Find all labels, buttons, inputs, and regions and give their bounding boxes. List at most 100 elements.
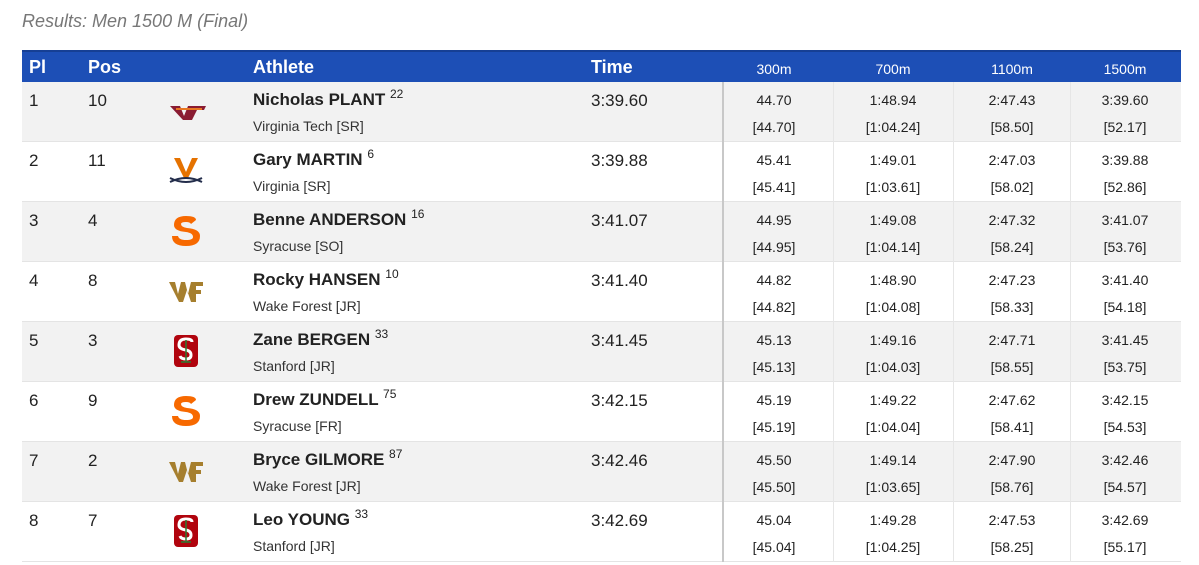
divider — [1070, 202, 1071, 262]
column-header: 300m — [756, 61, 792, 77]
split-time: 2:47.03 — [988, 152, 1036, 168]
divider — [1070, 142, 1071, 202]
split-time: 45.19 — [756, 392, 792, 408]
split-time: 1:48.94 — [869, 92, 917, 108]
table-header — [22, 50, 1181, 82]
name: Leo YOUNG — [253, 510, 350, 529]
divider — [1070, 502, 1071, 562]
split-time: 1:49.22 — [869, 392, 917, 408]
logo-icon — [169, 282, 203, 302]
lap-time: [58.25] — [990, 539, 1034, 555]
split-time: 2:47.90 — [988, 452, 1036, 468]
position: 10 — [88, 91, 107, 110]
bib-number: 87 — [389, 447, 403, 461]
split-time: 1:49.14 — [869, 452, 917, 468]
divider — [953, 502, 954, 562]
column-header: Athlete — [253, 57, 315, 77]
team-logo — [166, 392, 206, 435]
athlete-name: Benne ANDERSON 16 — [253, 207, 425, 230]
column-header: 700m — [875, 61, 911, 77]
athlete-name: Leo YOUNG 33 — [253, 507, 368, 530]
divider — [1070, 442, 1071, 502]
position: 2 — [88, 451, 98, 470]
divider — [953, 262, 954, 322]
place: 4 — [29, 271, 39, 290]
lap-time: [1:04.25] — [865, 539, 921, 555]
name: Benne ANDERSON — [253, 210, 407, 229]
place: 8 — [29, 511, 39, 530]
lap-time: [1:04.03] — [865, 359, 921, 375]
table-row — [22, 142, 1181, 202]
name: Bryce GILMORE — [253, 450, 385, 469]
table-row — [22, 502, 1181, 562]
split-time: 2:47.23 — [988, 272, 1036, 288]
position: 8 — [88, 271, 98, 290]
split-time: 2:47.32 — [988, 212, 1036, 228]
bib-number: 75 — [383, 387, 397, 401]
place: 7 — [29, 451, 39, 470]
lap-time: [53.76] — [1103, 239, 1147, 255]
lap-time: [54.57] — [1103, 479, 1147, 495]
time: 3:39.60 — [591, 91, 648, 110]
split-time: 1:48.90 — [869, 272, 917, 288]
split-time: 44.70 — [756, 92, 792, 108]
lap-time: [44.70] — [752, 119, 796, 135]
bib-number: 22 — [389, 87, 404, 101]
lap-time: [44.82] — [752, 299, 796, 315]
time: 3:41.07 — [591, 211, 648, 230]
name: Zane BERGEN — [253, 330, 371, 349]
time: 3:41.45 — [591, 331, 648, 350]
position: 7 — [88, 511, 98, 530]
bib-number: 10 — [385, 267, 399, 281]
place: 3 — [29, 211, 39, 230]
split-time: 45.41 — [756, 152, 792, 168]
athlete-name: Drew ZUNDELL 75 — [253, 387, 397, 410]
lap-time: [45.13] — [752, 359, 796, 375]
lap-time: [52.86] — [1103, 179, 1147, 195]
school: Virginia Tech [SR] — [253, 118, 364, 134]
lap-time: [53.75] — [1103, 359, 1147, 375]
logo-icon — [172, 396, 200, 426]
split-time: 1:49.16 — [869, 332, 917, 348]
lap-time: [1:04.08] — [865, 299, 921, 315]
divider — [722, 262, 724, 322]
time: 3:41.40 — [591, 271, 648, 290]
divider — [722, 382, 724, 442]
split-time: 3:42.15 — [1101, 392, 1149, 408]
split-time: 3:41.45 — [1101, 332, 1149, 348]
column-header: 1100m — [991, 61, 1033, 77]
divider — [722, 142, 724, 202]
position: 3 — [88, 331, 98, 350]
divider — [1070, 322, 1071, 382]
table-row — [22, 382, 1181, 442]
table-row — [22, 442, 1181, 502]
divider — [1070, 382, 1071, 442]
bib-number: 16 — [411, 207, 425, 221]
team-logo — [166, 452, 206, 495]
divider — [722, 322, 724, 382]
team-logo — [166, 512, 206, 555]
lap-time: [52.17] — [1103, 119, 1147, 135]
lap-time: [45.19] — [752, 419, 796, 435]
split-time: 3:39.88 — [1101, 152, 1149, 168]
lap-time: [58.24] — [990, 239, 1034, 255]
table-row — [22, 262, 1181, 322]
lap-time: [58.55] — [990, 359, 1034, 375]
column-header: 1500m — [1103, 61, 1147, 77]
lap-time: [44.95] — [752, 239, 796, 255]
time: 3:42.15 — [591, 391, 648, 410]
school: Virginia [SR] — [253, 178, 331, 194]
split-time: 3:42.46 — [1101, 452, 1149, 468]
lap-time: [58.02] — [990, 179, 1034, 195]
split-time: 45.13 — [756, 332, 792, 348]
split-time: 3:39.60 — [1101, 92, 1149, 108]
split-time: 1:49.08 — [869, 212, 917, 228]
lap-time: [55.17] — [1103, 539, 1147, 555]
school: Stanford [JR] — [253, 358, 335, 374]
team-logo — [166, 212, 206, 255]
lap-time: [1:04.04] — [865, 419, 921, 435]
name: Nicholas PLANT — [253, 90, 386, 109]
split-time: 2:47.71 — [988, 332, 1036, 348]
team-logo — [166, 272, 206, 315]
time: 3:42.46 — [591, 451, 648, 470]
